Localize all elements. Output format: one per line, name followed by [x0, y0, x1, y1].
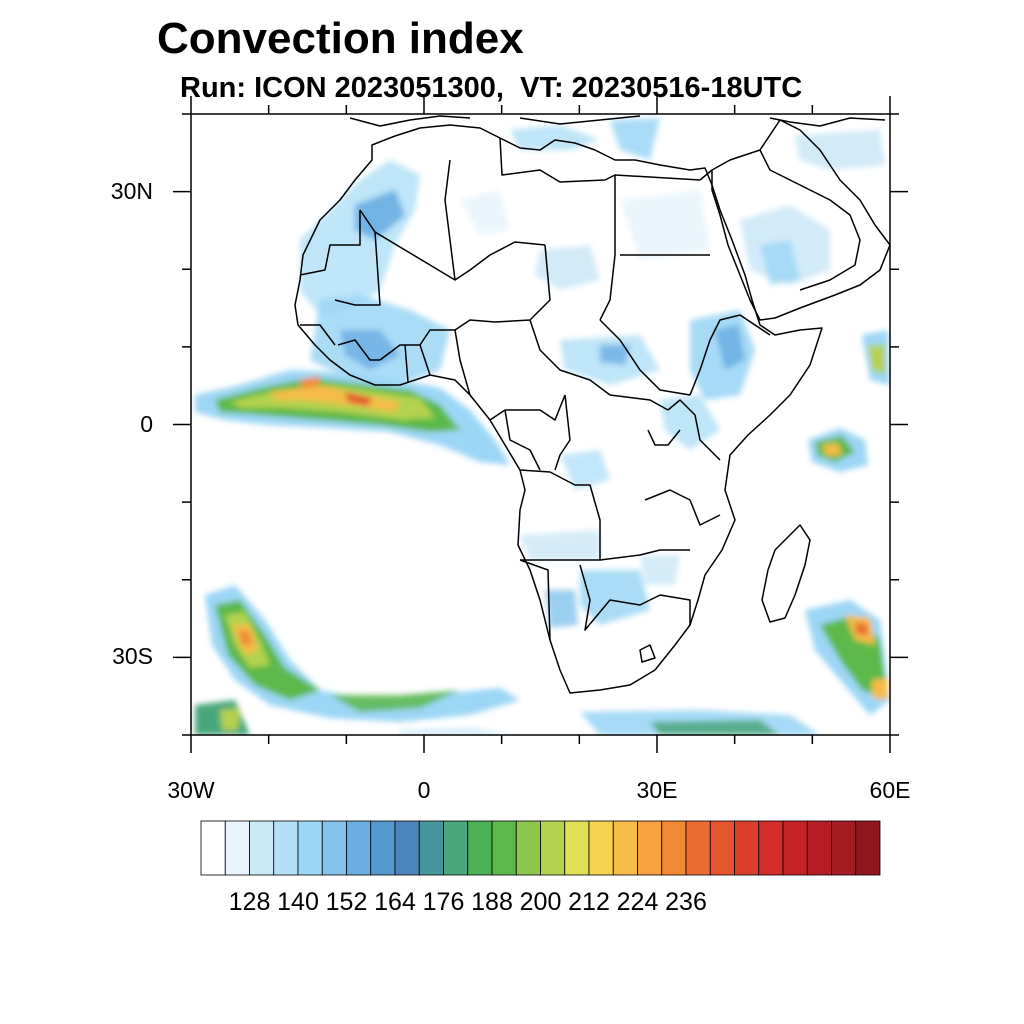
africa-coastline [294, 124, 823, 694]
colorbar-swatch [564, 820, 590, 876]
colorbar-swatch [370, 820, 396, 876]
lon-tick-label: 30W [167, 777, 215, 803]
colorbar-swatch [831, 820, 857, 876]
colorbar-swatch [734, 820, 760, 876]
arabia-coastline [711, 119, 890, 321]
lat-tick-label: 30N [110, 177, 153, 204]
colorbar-swatch [418, 820, 444, 876]
equatorial-atlantic-band [195, 370, 510, 465]
map-title: Convection index [157, 14, 524, 63]
lon-tick-label: 0 [417, 777, 431, 803]
colorbar-swatch [297, 820, 323, 876]
colorbar-swatch [249, 820, 275, 876]
madagascar-coastline [761, 524, 811, 623]
indian-ocean-convection [805, 330, 890, 715]
colorbar-swatch [394, 820, 420, 876]
colorbar-swatch [273, 820, 299, 876]
colorbar-swatch [709, 820, 735, 876]
colorbar-swatch [612, 820, 638, 876]
colorbar [200, 820, 881, 876]
colorbar-label: 152 [325, 888, 368, 916]
colorbar-label: 188 [471, 888, 513, 916]
colorbar-swatch [661, 820, 687, 876]
colorbar-swatch [443, 820, 469, 876]
colorbar-label: 140 [277, 888, 319, 916]
colorbar-swatch [467, 820, 493, 876]
lon-tick-label: 60E [869, 777, 911, 803]
colorbar-swatch [758, 820, 784, 876]
colorbar-swatch [782, 820, 808, 876]
colorbar-swatch [588, 820, 614, 876]
colorbar-label: 212 [568, 888, 610, 916]
colorbar-label: 224 [616, 888, 659, 916]
convection-field [195, 118, 890, 735]
lat-tick-label: 0 [140, 410, 153, 437]
colorbar-swatch [806, 820, 832, 876]
colorbar-label: 236 [665, 888, 707, 916]
lat-tick-label: 30S [112, 643, 153, 670]
colorbar-swatch [637, 820, 663, 876]
colorbar-label: 176 [422, 888, 465, 916]
coastlines-borders [294, 115, 890, 694]
colorbar-swatch [224, 820, 250, 876]
south-atlantic-storm-track [195, 585, 820, 735]
colorbar-swatch [685, 820, 711, 876]
lon-tick-label: 30E [636, 777, 678, 803]
light-convection-areas [300, 118, 885, 628]
colorbar-swatch [200, 820, 226, 876]
colorbar-swatch [321, 820, 347, 876]
colorbar-swatch [540, 820, 566, 876]
colorbar-label: 200 [519, 888, 562, 916]
colorbar-swatch [346, 820, 372, 876]
colorbar-label: 164 [374, 888, 416, 916]
colorbar-swatch [515, 820, 541, 876]
colorbar-label: 128 [228, 888, 271, 916]
axis-ticks [173, 96, 908, 753]
map-subtitle: Run: ICON 2023051300, VT: 20230516-18UTC [180, 72, 803, 104]
colorbar-swatch [855, 820, 881, 876]
colorbar-swatch [491, 820, 517, 876]
